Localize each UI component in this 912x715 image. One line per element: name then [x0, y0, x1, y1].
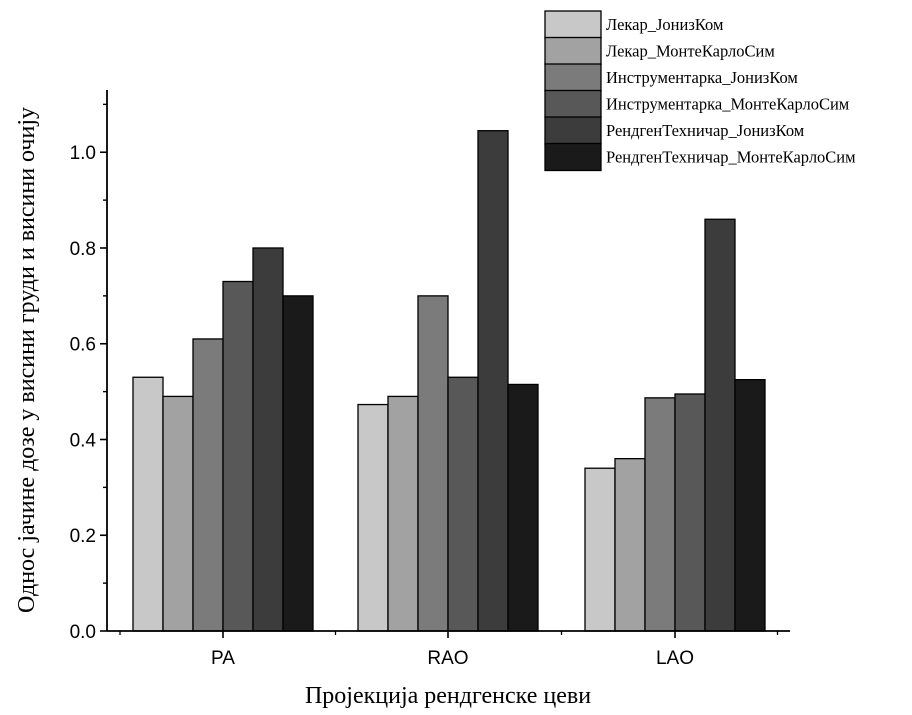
bar-rao-series-1 [357, 403, 389, 632]
legend-label: РендгенТехничар_МонтеКарлоСим [606, 148, 856, 167]
y-tick-label: 0.8 [70, 239, 96, 260]
y-tick-label: 0.2 [70, 526, 96, 547]
bars-layer [132, 130, 766, 632]
legend-swatch [544, 36, 602, 66]
x-tick-label: RAO [427, 648, 468, 669]
y-tick-label: 0.0 [70, 622, 96, 643]
bar-rao-series-5 [477, 130, 509, 632]
legend-swatch [544, 116, 602, 145]
bar-pa-series-4 [222, 280, 254, 632]
legend-label: Лекар_ЈонизКом [606, 15, 724, 34]
bar-rao-series-4 [447, 376, 479, 632]
legend-swatch [544, 10, 602, 39]
x-tick-label: LAO [656, 648, 694, 669]
y-tick-label: 0.6 [70, 335, 96, 356]
y-axis-label: Однос јачине дозе у висини груди и висин… [14, 107, 40, 613]
x-axis-label: Пројекција рендгенске цеви [305, 683, 591, 709]
bar-lao-series-1 [584, 467, 616, 632]
bar-pa-series-3 [192, 338, 224, 632]
legend-swatch [544, 63, 602, 92]
bar-pa-series-1 [132, 376, 164, 632]
bar-rao-series-6 [507, 383, 539, 632]
bar-lao-series-3 [644, 397, 676, 632]
x-tick-label: PA [211, 648, 235, 669]
bar-lao-series-5 [704, 218, 736, 632]
bar-rao-series-3 [417, 295, 449, 632]
legend-label: Лекар_МонтеКарлоСим [606, 42, 775, 61]
legend-label: РендгенТехничар_ЈонизКом [606, 121, 805, 140]
legend: Лекар_ЈонизКом Лекар_МонтеКарлоСим Инструм… [544, 10, 856, 172]
bar-lao-series-6 [734, 379, 766, 632]
y-tick-label: 0.4 [70, 430, 97, 451]
legend-swatch [544, 89, 602, 119]
bar-pa-series-5 [252, 247, 284, 632]
legend-swatch [544, 142, 602, 172]
x-ticks-layer: PA RAO LAO [119, 631, 779, 669]
bar-pa-series-2 [162, 395, 194, 632]
bar-lao-series-2 [614, 457, 646, 632]
legend-label: Инструментарка_ЈонизКом [606, 68, 798, 87]
bar-lao-series-4 [674, 393, 706, 632]
y-ticks-layer: 0.0 0.2 0.4 0.6 0.8 1.0 [70, 103, 107, 643]
bar-rao-series-2 [387, 395, 419, 632]
y-tick-label: 1.0 [70, 143, 96, 164]
bar-pa-series-6 [282, 295, 314, 632]
legend-label: Инструментарка_МонтеКарлоСим [606, 95, 850, 114]
